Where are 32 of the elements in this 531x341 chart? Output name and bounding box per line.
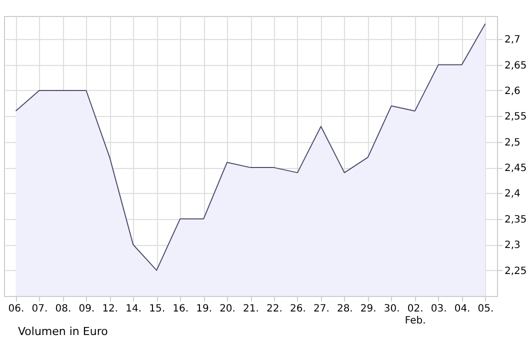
y-tick-label: 2,3 (504, 240, 520, 252)
x-tick-label: 22. (266, 304, 282, 314)
y-tick-label: 2,35 (504, 214, 527, 226)
x-tick-label: 06. (8, 304, 24, 314)
x-tick-label: 04. (454, 304, 470, 314)
x-tick-label: 26. (290, 304, 306, 314)
x-tick-label: 14. (126, 304, 142, 314)
y-tick-label: 2,45 (504, 163, 527, 174)
x-tick-label: 15. (149, 304, 166, 314)
y-tick-label: 2,55 (504, 112, 527, 123)
y-tick-label: 2,4 (504, 188, 520, 200)
x-tick-label: 28. (336, 304, 353, 314)
x-tick-label: 09. (78, 304, 95, 314)
x-tick-label: 27. (313, 304, 330, 314)
y-tick-label: 2,65 (504, 60, 527, 72)
x-tick-label: 03. (430, 304, 447, 314)
y-tick-label: 2,25 (504, 266, 527, 277)
x-tick-label: 19. (196, 304, 212, 314)
x-tick-label: 12. (102, 304, 118, 314)
x-tick-label: 07. (32, 304, 48, 314)
y-tick-label: 2,7 (504, 34, 520, 46)
x-tick-label: 29. (360, 304, 376, 314)
x-tick-label: 05. (478, 304, 494, 314)
x-tick-label: 08. (55, 304, 72, 314)
y-tick-label: 2,6 (504, 86, 520, 97)
x-tick-label: 02. Feb. (404, 304, 426, 326)
x-tick-label: 30. (384, 304, 400, 314)
text: Volumen in Euro (18, 325, 108, 338)
x-tick-label: 21. (243, 304, 259, 314)
x-tick-label: 16. (172, 304, 189, 314)
x-tick-label: 20. (220, 304, 236, 314)
y-tick-label: 2,5 (504, 137, 520, 148)
